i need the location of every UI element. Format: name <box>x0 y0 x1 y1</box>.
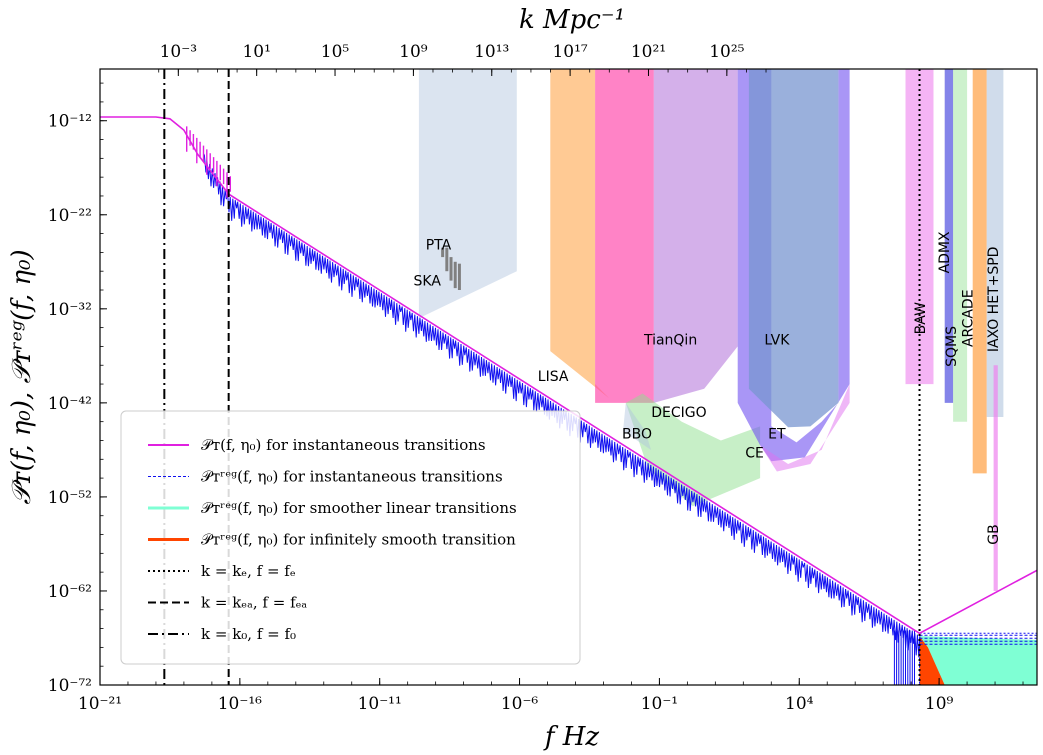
detector-label-pta: PTA <box>426 238 452 254</box>
detector-region-admx <box>944 69 954 403</box>
detector-label-gb: GB <box>986 524 1002 544</box>
plot-frame <box>99 68 1038 686</box>
x-tick-label: 10⁻¹ <box>641 694 678 714</box>
detector-region-iaxo <box>986 69 1004 417</box>
legend-label-keq: k = kₑₐ, f = fₑₐ <box>201 594 307 612</box>
x2-tick-label: 10⁻³ <box>160 42 197 62</box>
series-infinitely-smooth <box>919 636 945 685</box>
series-instantaneous-ripples <box>186 126 231 198</box>
detector-label-et: ET <box>768 427 786 443</box>
legend-label-inst: 𝒫ᴛ(f, η₀) for instantaneous transitions <box>201 436 486 454</box>
series-instantaneous <box>100 116 1037 635</box>
x-tick-label: 10⁻¹⁶ <box>218 694 262 714</box>
series-linear-transitions <box>919 636 1037 685</box>
detector-label-lisa: LISA <box>538 369 569 385</box>
y-tick-label: 10⁻²² <box>48 206 92 226</box>
detector-region-ce <box>760 384 850 472</box>
detector-label-arcade: ARCADE <box>961 289 977 347</box>
x-tick-label: 10⁴ <box>785 694 814 714</box>
detector-label-admx: ADMX <box>937 231 953 273</box>
legend-box <box>120 410 581 665</box>
x2-tick-label: 10¹³ <box>474 42 509 62</box>
reference-lines <box>163 69 921 685</box>
detector-label-lvk: LVK <box>764 333 790 349</box>
y-tick-label: 10⁻⁶² <box>48 582 92 602</box>
detector-label-sqms: SQMS <box>944 326 960 367</box>
x-tick-label: 10⁻⁶ <box>501 694 539 714</box>
detector-region-arcade <box>972 69 987 474</box>
detector-region-lisa <box>550 69 610 399</box>
y-tick-label: 10⁻³² <box>48 300 92 320</box>
x2-tick-label: 10⁹ <box>399 42 428 62</box>
x2-tick-label: 10¹ <box>242 42 270 62</box>
detector-regions <box>418 69 1004 591</box>
y-tick-label: 10⁻⁴² <box>48 394 92 414</box>
y-tick-label: 10⁻⁵² <box>48 488 92 508</box>
x2-axis-title: k Mpc⁻¹ <box>519 5 625 35</box>
detector-region-baw <box>905 69 934 385</box>
x2-tick-label: 10²⁵ <box>709 42 744 62</box>
legend-label-linear_reg: 𝒫ᴛʳᵉᵍ(f, η₀) for smoother linear transit… <box>201 499 517 517</box>
detector-region-gb <box>993 365 998 591</box>
x2-tick-label: 10²¹ <box>631 42 666 62</box>
detector-label-iaxo-het-spd: IAXO HET+SPD <box>986 247 1002 353</box>
detector-label-ce: CE <box>745 445 764 461</box>
axes: 10⁻²¹ 10⁻¹⁶ 10⁻¹¹ 10⁻⁶ 10⁻¹ 10⁴ 10⁹ 10⁻³ 10¹ 10⁵ 1… <box>48 42 1024 714</box>
detector-label-ska: SKA <box>414 273 442 289</box>
legend-label-k0: k = k₀, f = f₀ <box>201 625 296 643</box>
detector-region-tianqin <box>595 69 654 403</box>
detector-region-sqms <box>953 69 968 422</box>
legend-label-smooth_reg: 𝒫ᴛʳᵉᵍ(f, η₀) for infinitely smooth trans… <box>201 531 516 549</box>
detector-region-lvk-bg <box>653 69 738 403</box>
detector-label-tianqin: TianQin <box>643 333 697 349</box>
y-tick-label: 10⁻¹² <box>48 112 92 132</box>
detector-region-decigo <box>625 393 761 507</box>
detector-label-baw: BAW <box>913 302 929 334</box>
series-regularized-spikes <box>893 630 915 685</box>
detector-region-bbo <box>623 402 651 450</box>
x-axis-title: f Hz <box>543 722 600 752</box>
x2-tick-label: 10¹⁷ <box>552 42 587 62</box>
x-tick-label: 10⁻²¹ <box>78 694 122 714</box>
x2-tick-label: 10⁵ <box>321 42 350 62</box>
detector-label-decigo: DECIGO <box>651 405 706 421</box>
x-tick-label: 10⁻¹¹ <box>358 694 402 714</box>
legend: 𝒫ᴛ(f, η₀) for instantaneous transitions 𝒫… <box>120 410 581 665</box>
legend-label-inst_reg: 𝒫ᴛʳᵉᵍ(f, η₀) for instantaneous transitio… <box>201 468 503 486</box>
x-tick-label: 10⁹ <box>925 694 954 714</box>
detector-region-lvk <box>748 69 839 428</box>
y-axis-title: 𝒫ᴛ(f, η₀), 𝒫ᴛʳᵉᵍ(f, η₀) <box>7 249 37 504</box>
legend-label-ke: k = kₑ, f = fₑ <box>201 562 296 580</box>
y-tick-label: 10⁻⁷² <box>48 676 92 696</box>
detector-label-bbo: BBO <box>622 427 652 443</box>
